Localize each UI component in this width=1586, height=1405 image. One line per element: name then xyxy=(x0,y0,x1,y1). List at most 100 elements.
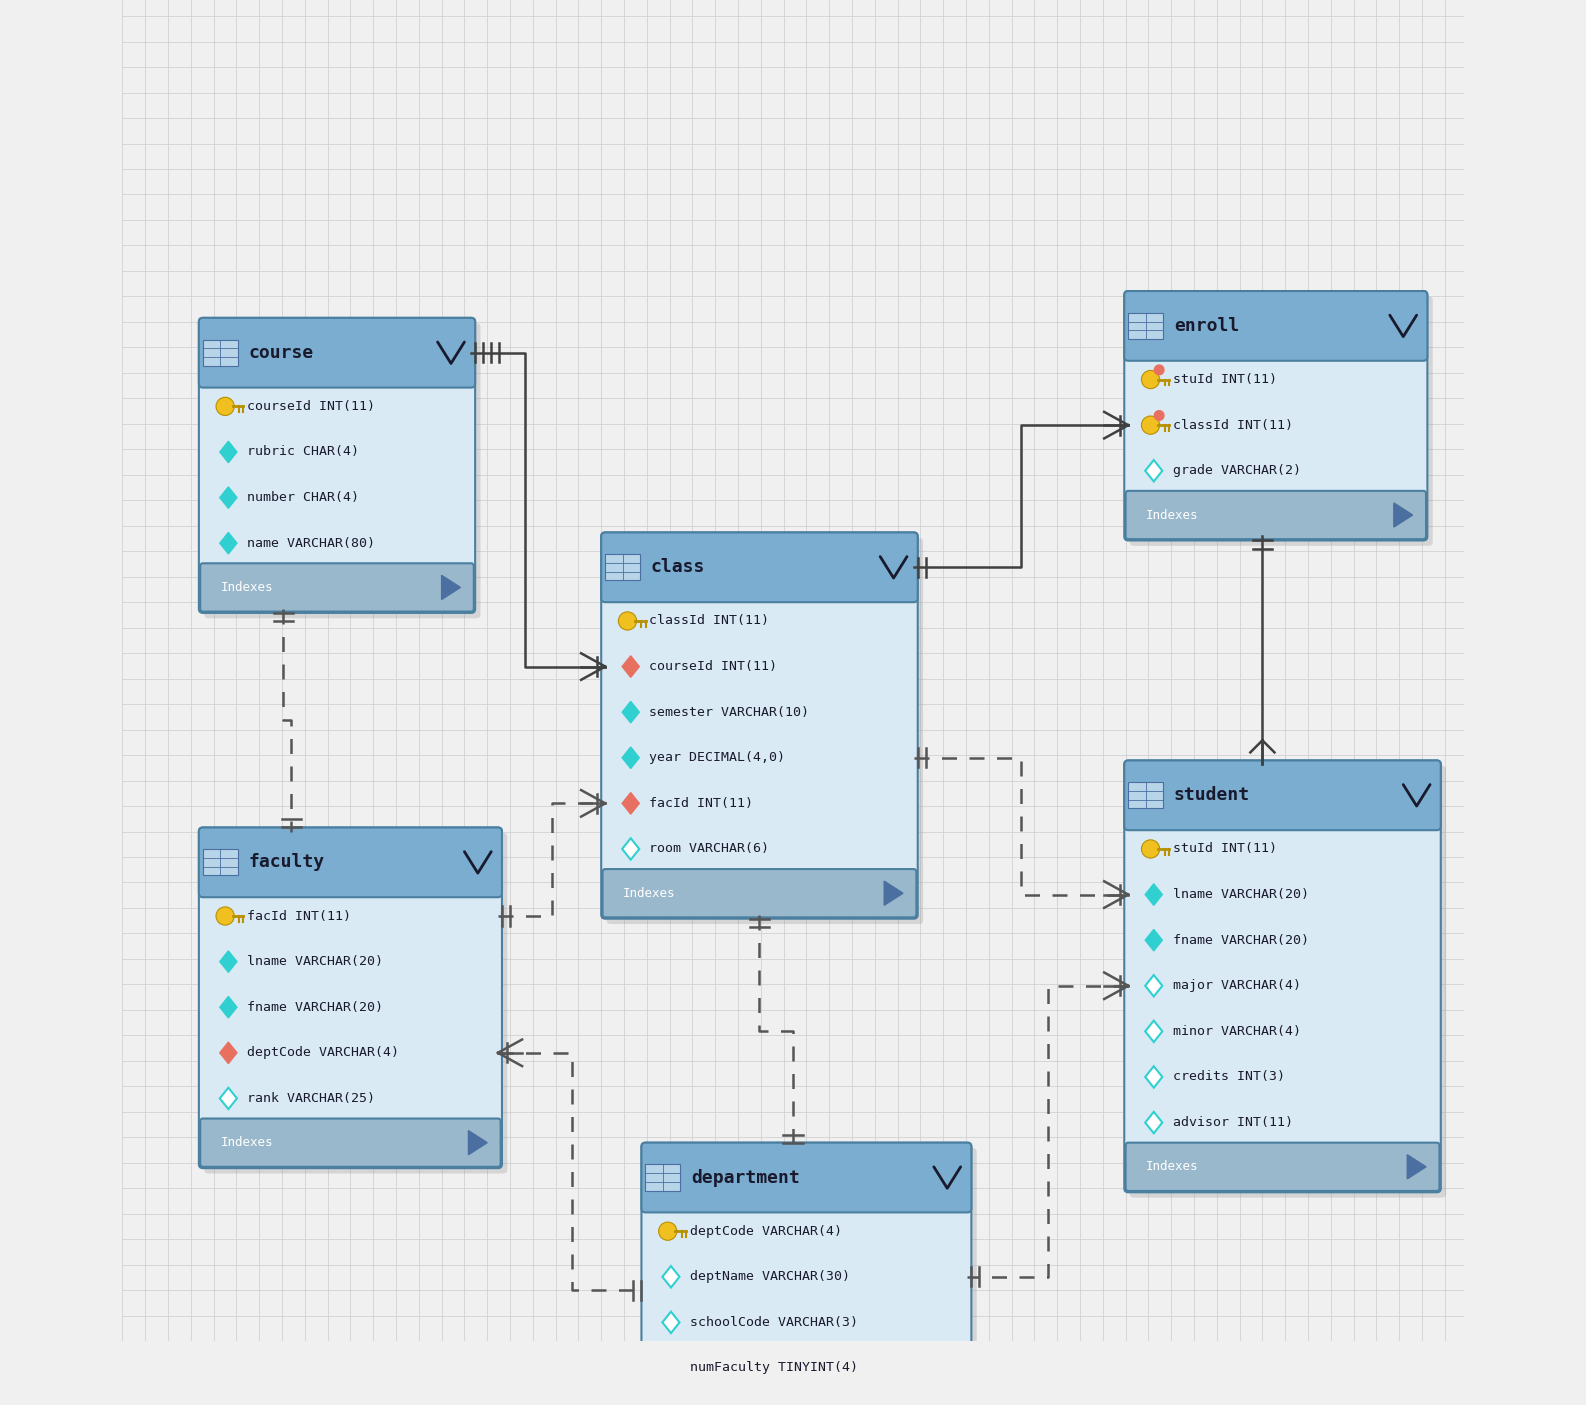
Polygon shape xyxy=(220,1087,236,1109)
Polygon shape xyxy=(1394,503,1413,527)
FancyBboxPatch shape xyxy=(1129,766,1446,1197)
Text: number CHAR(4): number CHAR(4) xyxy=(247,492,358,504)
FancyBboxPatch shape xyxy=(1126,490,1426,540)
FancyBboxPatch shape xyxy=(647,1148,977,1405)
Text: Indexes: Indexes xyxy=(1145,1161,1199,1173)
Bar xyxy=(646,1165,680,1190)
Text: schoolCode VARCHAR(3): schoolCode VARCHAR(3) xyxy=(690,1316,858,1329)
Text: student: student xyxy=(1174,787,1250,804)
Text: stuId INT(11): stuId INT(11) xyxy=(1172,843,1277,856)
Text: department: department xyxy=(691,1169,799,1187)
Polygon shape xyxy=(1145,1111,1163,1134)
FancyBboxPatch shape xyxy=(601,532,918,919)
Text: deptName VARCHAR(30): deptName VARCHAR(30) xyxy=(690,1270,850,1283)
Text: fname VARCHAR(20): fname VARCHAR(20) xyxy=(247,1000,384,1014)
Text: semester VARCHAR(10): semester VARCHAR(10) xyxy=(650,705,809,718)
Text: Indexes: Indexes xyxy=(220,1137,273,1149)
Text: minor VARCHAR(4): minor VARCHAR(4) xyxy=(1172,1024,1301,1038)
FancyBboxPatch shape xyxy=(198,318,476,388)
Text: deptCode VARCHAR(4): deptCode VARCHAR(4) xyxy=(247,1047,400,1059)
FancyBboxPatch shape xyxy=(200,563,474,611)
Polygon shape xyxy=(1145,459,1163,482)
FancyBboxPatch shape xyxy=(642,1388,971,1405)
FancyBboxPatch shape xyxy=(205,323,481,618)
FancyBboxPatch shape xyxy=(1126,1142,1440,1191)
Circle shape xyxy=(1155,365,1164,375)
Text: Indexes: Indexes xyxy=(1145,509,1199,521)
Polygon shape xyxy=(885,881,902,905)
FancyBboxPatch shape xyxy=(1124,291,1427,541)
Polygon shape xyxy=(622,701,639,724)
Text: room VARCHAR(6): room VARCHAR(6) xyxy=(650,843,769,856)
Text: facId INT(11): facId INT(11) xyxy=(247,909,351,923)
Text: deptCode VARCHAR(4): deptCode VARCHAR(4) xyxy=(690,1225,842,1238)
Text: rank VARCHAR(25): rank VARCHAR(25) xyxy=(247,1092,376,1104)
Polygon shape xyxy=(622,839,639,860)
Circle shape xyxy=(216,398,235,416)
FancyBboxPatch shape xyxy=(601,532,918,603)
Text: Indexes: Indexes xyxy=(220,580,273,594)
Text: facId INT(11): facId INT(11) xyxy=(650,797,753,809)
Text: course: course xyxy=(249,344,314,361)
Polygon shape xyxy=(622,792,639,813)
Polygon shape xyxy=(220,441,236,462)
FancyBboxPatch shape xyxy=(1124,760,1440,1193)
Circle shape xyxy=(1142,371,1159,389)
Text: name VARCHAR(80): name VARCHAR(80) xyxy=(247,537,376,549)
Polygon shape xyxy=(1145,1020,1163,1043)
Text: classId INT(11): classId INT(11) xyxy=(650,614,769,628)
Text: rubric CHAR(4): rubric CHAR(4) xyxy=(247,445,358,458)
Bar xyxy=(606,554,641,580)
Polygon shape xyxy=(220,951,236,972)
Polygon shape xyxy=(220,488,236,509)
Circle shape xyxy=(1155,410,1164,420)
FancyBboxPatch shape xyxy=(200,1118,501,1166)
Bar xyxy=(203,849,238,875)
Polygon shape xyxy=(468,1131,487,1155)
Text: lname VARCHAR(20): lname VARCHAR(20) xyxy=(1172,888,1308,901)
Polygon shape xyxy=(663,1312,679,1333)
Polygon shape xyxy=(220,1043,236,1064)
Text: classId INT(11): classId INT(11) xyxy=(1172,419,1293,431)
Text: numFaculty TINYINT(4): numFaculty TINYINT(4) xyxy=(690,1361,858,1374)
Text: lname VARCHAR(20): lname VARCHAR(20) xyxy=(247,955,384,968)
Polygon shape xyxy=(937,1401,956,1405)
Text: courseId INT(11): courseId INT(11) xyxy=(650,660,777,673)
Polygon shape xyxy=(1145,884,1163,905)
Polygon shape xyxy=(441,576,460,600)
FancyBboxPatch shape xyxy=(641,1142,971,1213)
Polygon shape xyxy=(663,1357,679,1378)
Text: fname VARCHAR(20): fname VARCHAR(20) xyxy=(1172,934,1308,947)
Polygon shape xyxy=(622,747,639,769)
FancyBboxPatch shape xyxy=(603,870,917,917)
Polygon shape xyxy=(663,1266,679,1287)
FancyBboxPatch shape xyxy=(606,538,923,924)
Text: credits INT(3): credits INT(3) xyxy=(1172,1071,1285,1083)
FancyBboxPatch shape xyxy=(198,828,501,1168)
Text: faculty: faculty xyxy=(249,853,325,871)
Circle shape xyxy=(1142,416,1159,434)
Text: stuId INT(11): stuId INT(11) xyxy=(1172,374,1277,386)
Text: Indexes: Indexes xyxy=(623,887,676,899)
FancyBboxPatch shape xyxy=(205,833,508,1173)
Polygon shape xyxy=(220,996,236,1019)
Circle shape xyxy=(216,906,235,924)
Text: grade VARCHAR(2): grade VARCHAR(2) xyxy=(1172,464,1301,478)
Bar xyxy=(1128,313,1163,339)
Text: year DECIMAL(4,0): year DECIMAL(4,0) xyxy=(650,752,785,764)
Text: major VARCHAR(4): major VARCHAR(4) xyxy=(1172,979,1301,992)
FancyBboxPatch shape xyxy=(1124,291,1427,361)
Text: class: class xyxy=(650,558,706,576)
FancyBboxPatch shape xyxy=(198,828,501,898)
Circle shape xyxy=(1142,840,1159,858)
FancyBboxPatch shape xyxy=(1124,760,1440,830)
Polygon shape xyxy=(622,656,639,677)
Polygon shape xyxy=(1407,1155,1426,1179)
Bar xyxy=(1128,783,1163,808)
FancyBboxPatch shape xyxy=(198,318,476,613)
Text: courseId INT(11): courseId INT(11) xyxy=(247,400,376,413)
Polygon shape xyxy=(1145,930,1163,951)
FancyBboxPatch shape xyxy=(641,1142,971,1405)
Circle shape xyxy=(619,611,636,629)
Polygon shape xyxy=(220,532,236,554)
